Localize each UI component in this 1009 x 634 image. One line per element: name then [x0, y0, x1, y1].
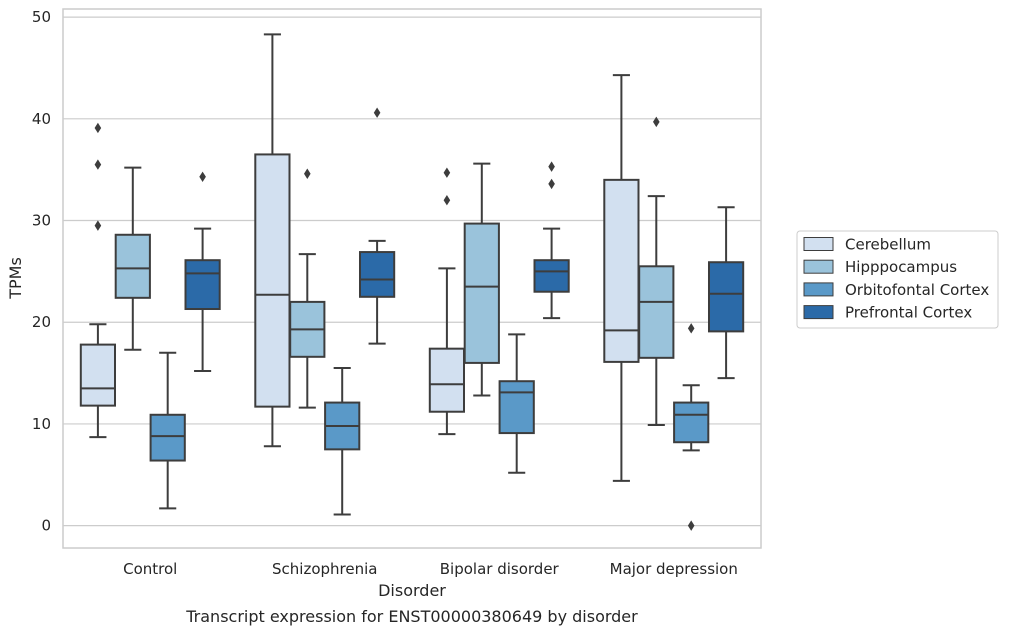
box-group	[358, 107, 396, 345]
y-tick-label: 50	[32, 8, 51, 26]
box-group	[114, 166, 151, 351]
x-axis-label: Disorder	[378, 581, 446, 600]
box-group	[498, 333, 535, 474]
legend-label: Hipppocampus	[845, 258, 957, 276]
outlier-point	[199, 171, 206, 183]
box-group	[707, 206, 745, 380]
legend-label: Cerebellum	[845, 236, 931, 254]
box-group	[254, 33, 291, 448]
box-iqr	[498, 380, 535, 435]
box-group	[289, 168, 326, 409]
box-iqr	[358, 251, 396, 298]
box-group	[463, 162, 500, 397]
box-iqr	[149, 413, 186, 462]
box-group	[184, 171, 221, 373]
x-tick-label: Major depression	[610, 560, 738, 578]
box-group	[79, 122, 117, 439]
legend-frame	[796, 230, 999, 329]
box-iqr	[254, 153, 291, 408]
box-iqr	[184, 259, 221, 311]
box-iqr	[638, 265, 675, 359]
y-tick-label: 0	[41, 517, 51, 535]
legend-swatch	[803, 282, 834, 297]
outlier-point	[548, 178, 555, 190]
box-group	[324, 366, 361, 516]
box-group	[149, 351, 186, 510]
box-group	[638, 116, 675, 426]
box-group	[603, 74, 640, 482]
box-iqr	[603, 178, 640, 363]
outlier-point	[443, 194, 451, 206]
y-axis-label: TPMs	[6, 257, 25, 300]
outlier-point	[548, 161, 555, 172]
box-group	[533, 161, 570, 320]
outlier-point	[304, 168, 311, 179]
y-tick-label: 40	[32, 110, 51, 128]
box-group	[673, 323, 710, 531]
legend: Cerebellum Hipppocampus Orbitofontal Corte…	[796, 230, 999, 329]
outlier-point	[653, 116, 660, 128]
outlier-point	[94, 220, 102, 231]
legend-swatch	[803, 305, 834, 320]
legend-swatch	[803, 259, 834, 274]
outlier-point	[373, 107, 381, 118]
y-tick-label: 20	[32, 313, 51, 331]
box-iqr	[463, 222, 500, 364]
legend-swatch	[803, 237, 834, 251]
x-tick-label: Schizophrenia	[272, 560, 377, 578]
plot-frame	[62, 8, 762, 549]
legend-label: Prefrontal Cortex	[845, 304, 972, 322]
box-iqr	[79, 343, 117, 407]
box-iqr	[428, 347, 466, 413]
figure-caption: Transcript expression for ENST0000038064…	[185, 607, 638, 626]
box-iqr	[707, 261, 745, 333]
box-iqr	[533, 259, 570, 293]
x-tick-label: Bipolar disorder	[440, 560, 560, 578]
boxes	[79, 33, 745, 531]
legend-label: Orbitofontal Cortex	[845, 281, 989, 299]
box-iqr	[673, 401, 710, 444]
y-tick-label: 30	[32, 212, 51, 230]
box-group	[428, 167, 466, 436]
y-tick-label: 10	[32, 415, 51, 433]
outlier-point	[94, 122, 102, 134]
outlier-point	[687, 323, 695, 334]
box-iqr	[114, 233, 151, 299]
tick-labels: 0 10 20 30 40 50 Control Schizophrenia Bipolar d…	[32, 8, 738, 578]
outlier-point	[687, 520, 695, 531]
outlier-point	[94, 159, 102, 170]
x-tick-label: Control	[123, 560, 177, 578]
outlier-point	[443, 167, 451, 178]
